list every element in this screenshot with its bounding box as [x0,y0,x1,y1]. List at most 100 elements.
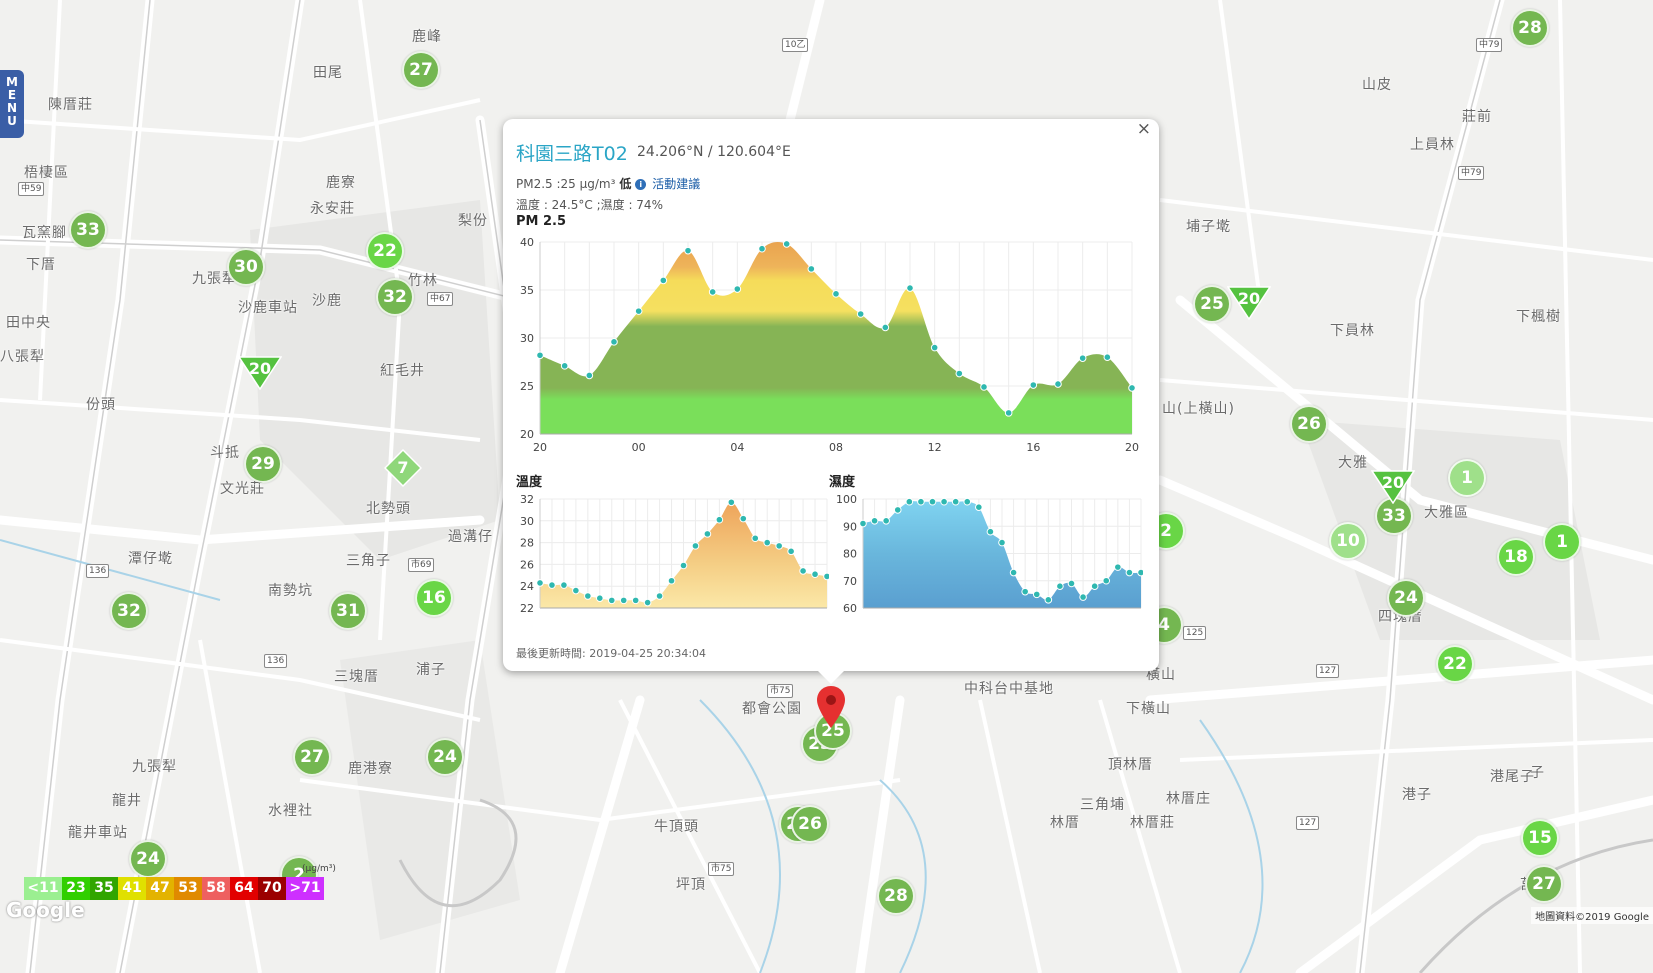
data-point [572,586,580,595]
data-point [659,276,668,285]
sensor-marker[interactable]: 10 [1329,522,1367,560]
data-point [928,497,937,506]
data-point [763,538,772,547]
sensor-marker[interactable]: 28 [877,877,915,915]
sensor-marker[interactable]: 27 [1525,865,1563,903]
data-point [882,517,890,525]
legend-item: <11 [24,877,62,900]
data-point [787,547,795,556]
sensor-triangle-marker[interactable]: 20 [1371,470,1415,504]
place-label: 鹿峰 [412,29,442,45]
sensor-marker[interactable]: 28 [1511,9,1549,47]
sensor-marker[interactable]: 30 [227,248,265,286]
sensor-marker[interactable]: 16 [415,579,453,617]
place-label: 八張犁 [0,349,45,365]
y-tick-label: 30 [520,515,534,528]
place-label: 中科台中基地 [964,681,1054,697]
data-point [906,284,914,292]
place-label: 林厝 [1050,815,1080,831]
place-label: 橫山 [1146,667,1176,683]
data-point [631,596,640,605]
sensor-marker[interactable]: 22 [1436,645,1474,683]
place-label: 文光莊 [220,481,265,497]
y-tick-label: 25 [520,380,534,393]
data-point [893,506,902,514]
sensor-diamond-marker[interactable]: 7 [384,449,422,487]
place-label: 下員林 [1330,323,1375,339]
road-shield: 10乙 [782,38,809,52]
data-point [667,576,676,585]
road-shield: 136 [264,654,288,668]
sensor-marker[interactable]: 29 [244,445,282,483]
sensor-marker[interactable]: 26 [791,805,829,843]
sensor-marker[interactable]: 27 [402,51,440,89]
data-point [823,572,829,581]
data-point [560,581,568,589]
y-tick-label: 80 [843,548,857,561]
data-point [758,244,766,253]
sensor-triangle-marker[interactable]: 20 [1227,286,1271,320]
sensor-marker[interactable]: 31 [329,592,367,630]
sensor-marker[interactable]: 24 [1387,579,1425,617]
sensor-marker[interactable]: 32 [110,592,148,630]
close-icon[interactable]: × [1136,119,1151,139]
pm-value: PM2.5 :25 μg/m³ [516,177,616,191]
place-label: 三塊厝 [334,669,379,685]
place-label: 三角埔 [1080,797,1125,813]
sensor-marker[interactable]: 33 [69,211,107,249]
sensor-marker[interactable]: 24 [129,840,167,878]
data-point [1009,568,1018,577]
place-label: 北勢頭 [366,501,411,517]
legend-item: 41 [118,877,146,900]
area-fill [540,241,1132,434]
road-shield: 136 [86,564,110,578]
data-point [1021,587,1029,596]
road-shield: 中79 [1458,166,1485,180]
sensor-marker[interactable]: 25 [1193,285,1231,323]
place-label: 下厝 [26,257,56,273]
sensor-marker[interactable]: 15 [1521,819,1559,857]
sensor-marker[interactable]: 27 [293,738,331,776]
data-point [679,561,688,570]
legend-item: 35 [90,877,118,900]
map-attribution[interactable]: 地圖資料©2019 Google [1531,907,1653,924]
sensor-triangle-marker[interactable]: 20 [238,356,282,390]
sensor-marker[interactable]: 24 [426,738,464,776]
place-label: 莊前 [1462,109,1492,125]
data-point [584,592,592,600]
data-point [708,288,717,296]
sensor-marker[interactable]: 1 [1543,523,1581,561]
place-label: 都會公園 [742,701,802,717]
place-label: 浦子 [416,662,446,678]
data-point [881,323,890,332]
sensor-marker[interactable]: 18 [1497,538,1535,576]
place-label: 下楓樹 [1516,309,1561,325]
place-label: 牛頂頭 [654,819,699,835]
data-point [1054,380,1062,388]
data-point [930,343,939,352]
data-point [1078,354,1087,362]
activity-advice-link[interactable]: i 活動建議 [635,177,700,191]
pm-level: 低 [619,177,632,191]
sensor-marker[interactable]: 26 [1290,405,1328,443]
data-point [634,307,643,315]
sensor-marker[interactable]: 22 [366,232,404,270]
x-tick-label: 08 [829,441,843,454]
pm-chart-title: PM 2.5 [516,214,567,229]
map-pin-icon[interactable] [817,686,845,728]
sensor-marker[interactable]: 32 [376,278,414,316]
advice-label: 活動建議 [652,177,701,191]
sensor-marker[interactable]: 1 [1448,459,1486,497]
pm-legend: <11 23 35 41 47 53 58 64 70 >71 [24,877,324,900]
place-label: 鹿寮 [326,175,356,191]
y-tick-label: 28 [520,537,534,550]
place-label: 陳厝莊 [48,97,93,113]
y-tick-label: 100 [836,493,857,506]
place-label: 頂林厝 [1108,757,1153,773]
popup-tip [817,670,845,684]
y-tick-label: 24 [520,580,534,593]
sensor-marker[interactable]: 25 [814,712,852,750]
sensor-marker[interactable]: 33 [1375,497,1413,535]
road-shield: 市75 [767,684,794,698]
